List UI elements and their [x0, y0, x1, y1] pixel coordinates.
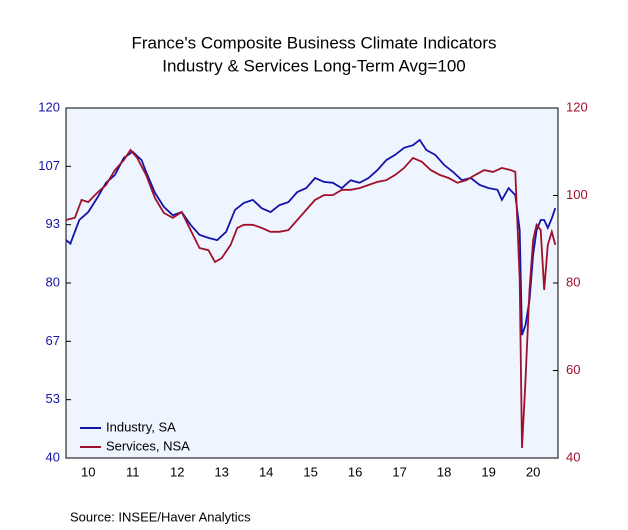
y2-tick-label: 100 [566, 187, 588, 202]
legend-label: Services, NSA [106, 438, 190, 453]
series-line [65, 148, 557, 448]
chart-subtitle: Industry & Services Long-Term Avg=100 [162, 56, 466, 75]
y2-tick-label: 120 [566, 99, 588, 114]
x-tick-label: 16 [348, 464, 362, 479]
x-tick-label: 17 [392, 464, 406, 479]
x-tick-label: 19 [481, 464, 495, 479]
y-tick-label: 120 [38, 99, 60, 114]
y-tick-label: 40 [46, 449, 60, 464]
x-tick-label: 11 [126, 464, 140, 479]
y-tick-label: 93 [46, 216, 60, 231]
x-tick-label: 12 [170, 464, 184, 479]
x-tick-label: 10 [81, 464, 95, 479]
y2-tick-label: 80 [566, 274, 580, 289]
y-tick-label: 53 [46, 391, 60, 406]
chart-title: France's Composite Business Climate Indi… [131, 33, 496, 52]
plot-area [65, 107, 559, 459]
x-tick-label: 13 [214, 464, 228, 479]
x-tick-label: 20 [526, 464, 540, 479]
x-tick-label: 18 [437, 464, 451, 479]
y-tick-label: 80 [46, 274, 60, 289]
y2-tick-label: 40 [566, 449, 580, 464]
y-tick-label: 107 [38, 158, 60, 173]
x-tick-label: 15 [303, 464, 317, 479]
source: Source: INSEE/Haver Analytics [70, 509, 251, 524]
y2-tick-label: 60 [566, 362, 580, 377]
legend-label: Industry, SA [106, 419, 176, 434]
y-tick-label: 67 [46, 333, 60, 348]
x-tick-label: 14 [259, 464, 273, 479]
